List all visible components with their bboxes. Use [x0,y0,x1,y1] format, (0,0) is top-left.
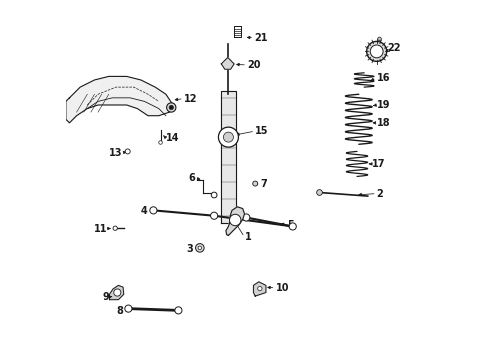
Text: 8: 8 [116,306,123,316]
Text: 15: 15 [255,126,268,136]
Circle shape [114,289,121,296]
Circle shape [195,244,203,252]
Circle shape [169,105,173,110]
Text: 4: 4 [140,206,147,216]
Text: 14: 14 [165,133,179,143]
Circle shape [218,127,238,147]
Circle shape [223,132,233,142]
Text: 9: 9 [102,292,108,302]
Polygon shape [225,207,244,235]
Text: 21: 21 [254,33,267,43]
Circle shape [159,141,162,144]
Circle shape [316,190,322,195]
Circle shape [369,45,382,58]
Circle shape [198,246,201,249]
Text: 20: 20 [246,60,260,70]
Circle shape [149,207,157,214]
Text: 13: 13 [108,148,122,158]
Polygon shape [109,285,123,300]
Text: 7: 7 [260,179,267,189]
Text: 18: 18 [377,118,390,128]
Text: 10: 10 [275,283,288,293]
Circle shape [242,214,249,221]
Text: 16: 16 [376,73,389,83]
Circle shape [210,212,217,219]
Circle shape [229,214,241,226]
Text: 11: 11 [93,224,107,234]
Circle shape [211,192,217,198]
Text: 5: 5 [287,220,293,230]
Text: 22: 22 [386,43,400,53]
Circle shape [124,305,132,312]
Circle shape [377,37,381,41]
Circle shape [166,103,176,112]
Text: 3: 3 [186,244,193,254]
Polygon shape [253,282,265,296]
Text: 17: 17 [372,159,385,169]
Circle shape [125,149,130,154]
Text: 6: 6 [188,173,195,183]
Text: 1: 1 [244,232,251,242]
Polygon shape [66,76,173,123]
Circle shape [257,287,262,291]
Circle shape [175,307,182,314]
Circle shape [252,181,257,186]
Polygon shape [221,58,234,69]
Circle shape [288,223,296,230]
Text: 2: 2 [376,189,383,199]
Text: 12: 12 [183,94,197,104]
Circle shape [113,226,117,230]
Polygon shape [220,91,236,223]
Circle shape [366,41,386,62]
Text: 19: 19 [376,100,389,110]
